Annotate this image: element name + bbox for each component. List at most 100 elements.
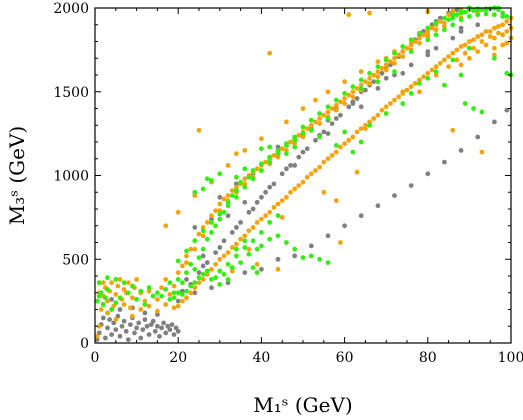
data-point-series-3: [500, 14, 506, 19]
data-point-series-3: [234, 246, 239, 252]
data-point-series-2: [184, 260, 189, 265]
data-point-series-3: [142, 302, 148, 307]
data-point-series-2: [375, 59, 381, 64]
data-point-series-2: [354, 129, 360, 135]
data-point-series-2: [242, 233, 248, 239]
x-tick-label: 20: [169, 350, 187, 366]
data-point-series-3: [134, 297, 140, 302]
data-point-series-3: [209, 230, 214, 235]
data-point-series-3: [229, 193, 235, 199]
data-point-series-2: [288, 189, 293, 195]
data-point-series-1: [136, 320, 142, 326]
data-point-series-2: [367, 75, 372, 81]
data-point-series-3: [221, 209, 227, 215]
data-point-series-2: [450, 9, 456, 14]
data-point-series-2: [363, 126, 368, 131]
data-point-series-1: [425, 52, 431, 58]
data-point-series-1: [242, 199, 248, 205]
data-point-series-2: [109, 280, 114, 286]
data-point-series-2: [188, 246, 194, 252]
data-point-series-1: [392, 72, 397, 78]
data-point-series-1: [475, 22, 481, 28]
data-point-series-3: [125, 290, 131, 296]
data-point-series-3: [246, 174, 252, 180]
data-point-series-2: [329, 153, 335, 158]
data-point-series-3: [217, 211, 223, 217]
data-point-series-1: [142, 317, 148, 322]
data-point-series-1: [142, 310, 148, 316]
data-point-series-3: [317, 256, 322, 262]
data-point-series-3: [146, 285, 152, 291]
data-point-series-1: [392, 193, 397, 199]
data-point-series-1: [358, 104, 364, 110]
data-point-series-3: [217, 171, 223, 177]
data-point-series-2: [146, 303, 152, 309]
data-point-series-2: [354, 169, 360, 175]
data-point-series-2: [492, 52, 497, 58]
x-tick-label: 40: [252, 350, 270, 366]
data-point-series-2: [142, 298, 148, 304]
data-point-series-2: [98, 307, 104, 312]
data-point-series-2: [400, 89, 406, 95]
data-point-series-2: [475, 49, 481, 54]
data-point-series-3: [442, 27, 447, 33]
data-point-series-2: [229, 188, 235, 194]
x-tick-label: 100: [498, 350, 523, 366]
data-point-series-3: [350, 149, 356, 155]
data-point-series-2: [358, 82, 364, 88]
data-point-series-1: [354, 96, 360, 101]
data-point-series-3: [225, 261, 231, 267]
data-point-series-2: [204, 271, 210, 277]
data-point-series-2: [379, 107, 385, 113]
data-point-series-1: [155, 312, 160, 317]
data-point-series-2: [317, 164, 322, 170]
data-point-series-2: [396, 52, 402, 58]
data-point-series-3: [475, 6, 481, 12]
data-point-series-3: [400, 44, 406, 49]
data-point-series-1: [475, 134, 481, 140]
data-point-series-2: [458, 62, 464, 68]
data-point-series-2: [475, 34, 481, 39]
data-point-series-2: [242, 148, 248, 153]
data-point-series-3: [308, 117, 314, 123]
data-point-series-2: [234, 241, 239, 247]
data-point-series-3: [504, 14, 510, 19]
data-point-series-2: [117, 277, 123, 282]
data-point-series-3: [408, 49, 414, 54]
data-point-series-3: [200, 228, 206, 234]
data-point-series-3: [171, 295, 177, 301]
data-point-series-3: [292, 137, 298, 143]
data-point-series-3: [180, 280, 185, 286]
data-point-series-2: [221, 196, 227, 202]
data-point-series-2: [350, 89, 356, 95]
data-point-series-1: [363, 87, 368, 93]
data-point-series-2: [462, 50, 468, 56]
data-point-series-2: [392, 60, 397, 66]
data-point-series-1: [433, 45, 439, 51]
data-point-series-1: [171, 332, 177, 337]
data-point-series-1: [123, 328, 129, 334]
data-point-series-3: [138, 288, 144, 294]
data-point-series-2: [246, 246, 252, 252]
data-point-series-2: [425, 32, 431, 38]
data-point-series-2: [408, 40, 414, 46]
data-point-series-3: [392, 69, 397, 74]
data-point-series-1: [125, 337, 131, 342]
data-point-series-2: [350, 134, 356, 140]
data-point-series-1: [113, 327, 119, 332]
data-point-series-2: [363, 122, 368, 128]
data-point-series-3: [475, 12, 481, 18]
data-point-series-2: [433, 72, 439, 78]
data-point-series-1: [383, 75, 389, 81]
data-point-series-2: [296, 183, 302, 189]
data-point-series-2: [300, 179, 306, 185]
data-point-series-1: [288, 163, 293, 168]
data-point-series-2: [192, 193, 198, 199]
data-point-series-1: [408, 62, 414, 68]
data-point-series-2: [500, 32, 506, 38]
data-point-series-1: [263, 189, 268, 195]
data-point-series-1: [492, 119, 497, 125]
data-point-series-2: [188, 290, 194, 296]
data-point-series-2: [213, 208, 219, 214]
data-point-series-3: [192, 266, 198, 272]
